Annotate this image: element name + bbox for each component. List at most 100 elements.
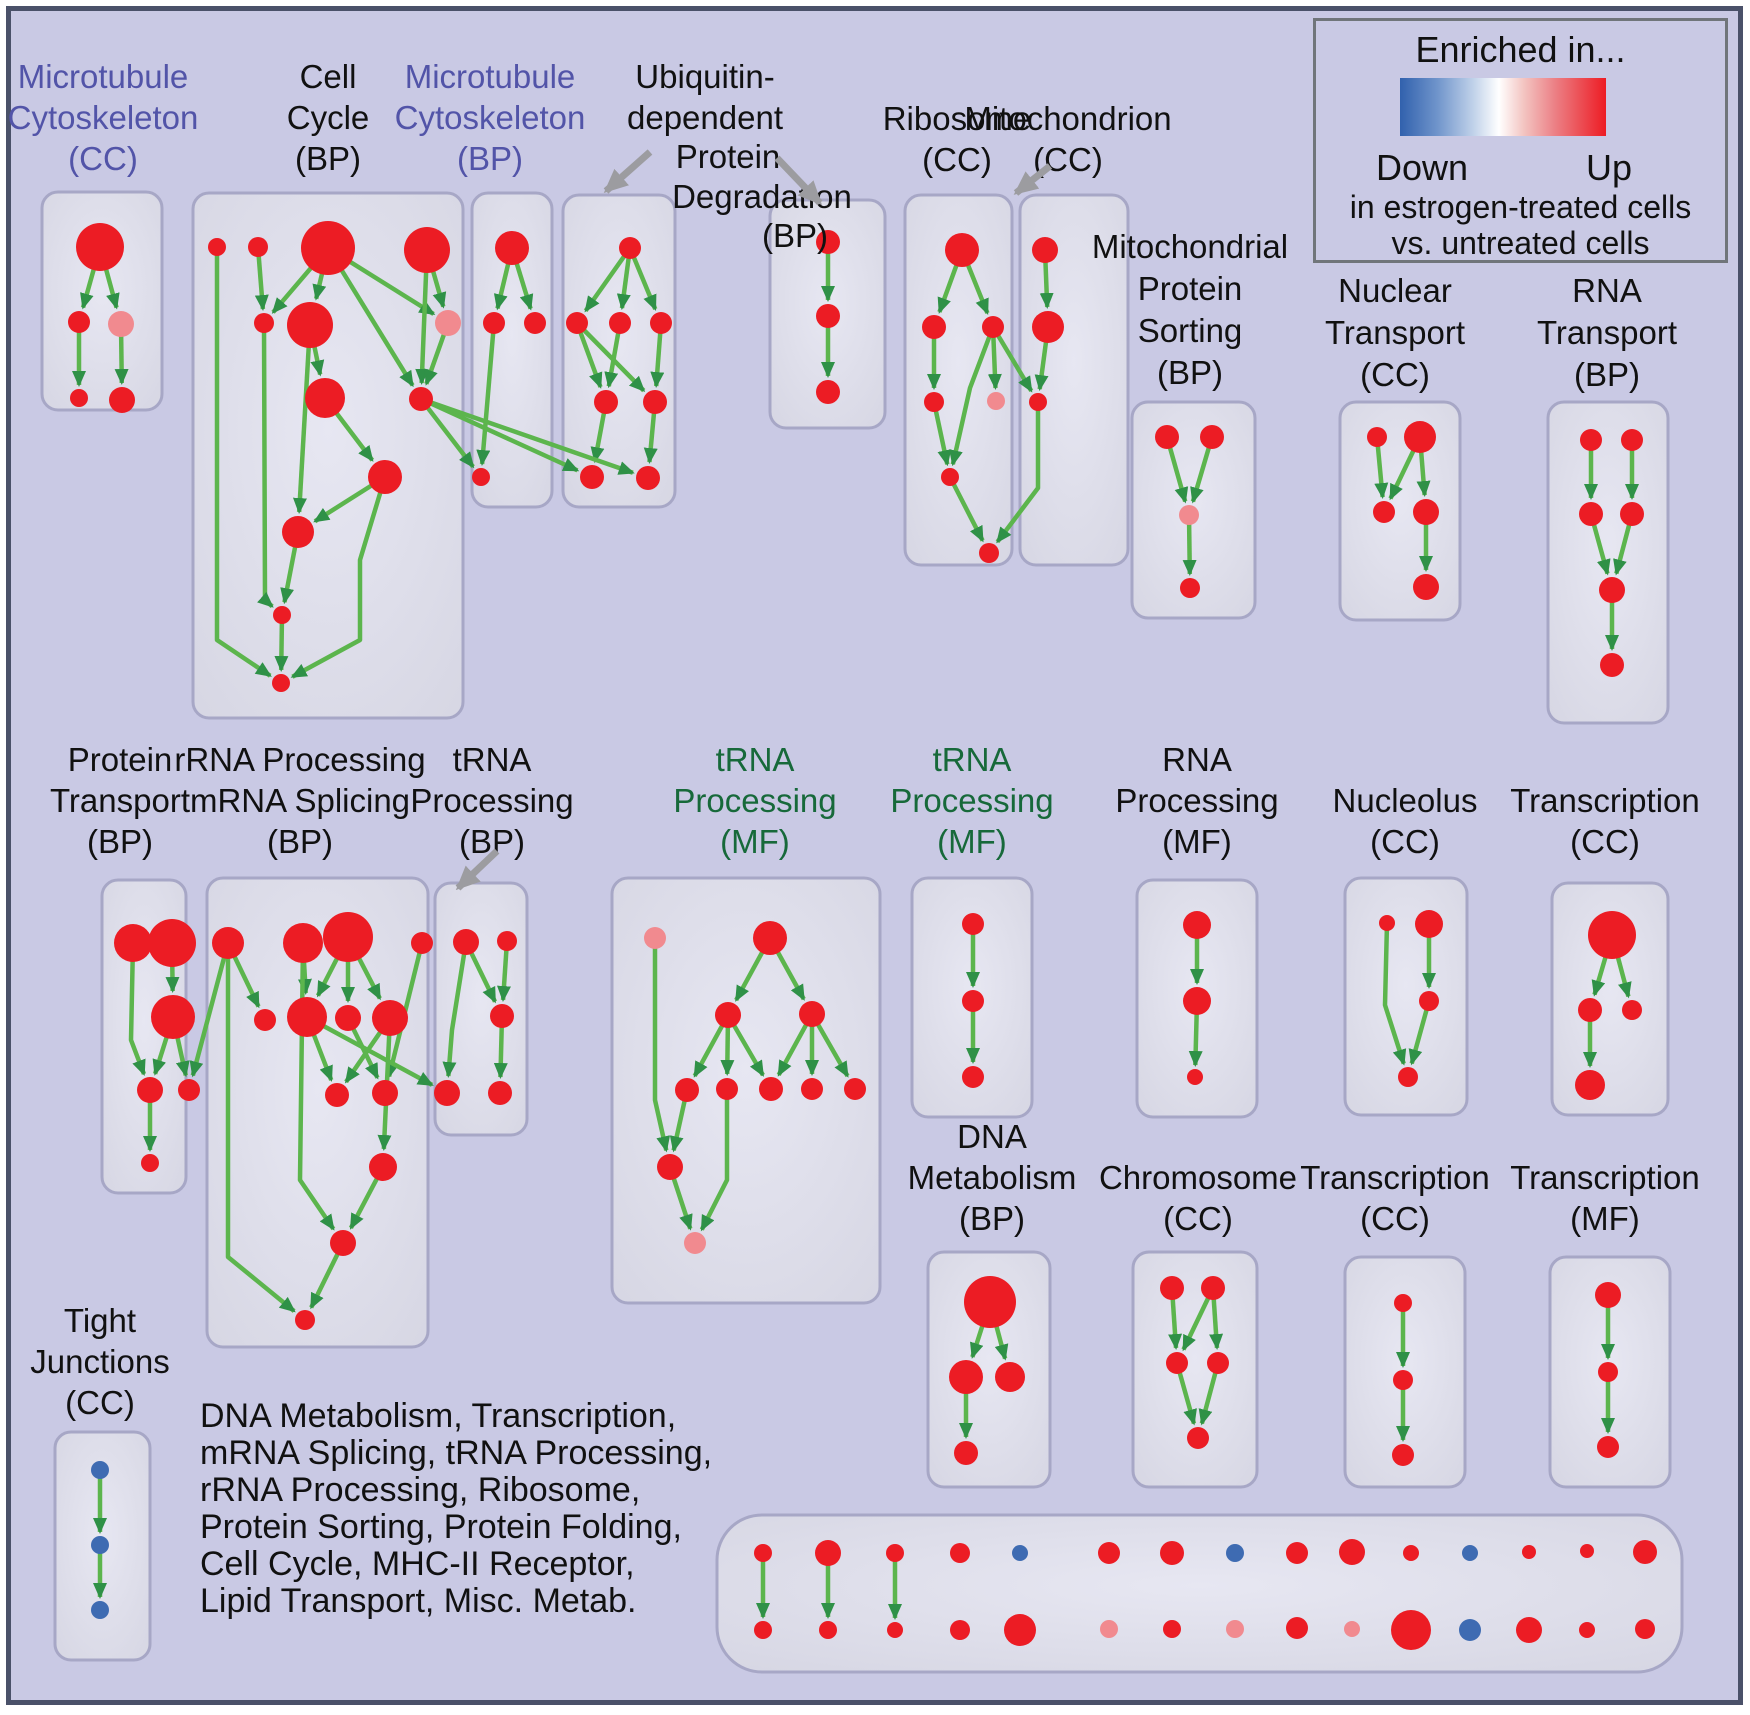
cluster-label-nucleolus: Nucleolus [1333, 782, 1478, 819]
cluster-label-rna-processing-mf: (MF) [1162, 823, 1232, 860]
edge [627, 247, 658, 311]
node [1032, 311, 1064, 343]
node [580, 465, 604, 489]
node [1367, 427, 1387, 447]
node [1635, 1619, 1655, 1639]
edge [274, 614, 289, 673]
node [887, 1622, 903, 1638]
edge [1374, 436, 1389, 500]
cluster-box-microtubule-cc [40, 190, 164, 412]
node [1032, 237, 1058, 263]
node [1588, 911, 1636, 959]
edge [189, 942, 231, 1078]
node [1339, 1539, 1365, 1565]
node [287, 997, 327, 1037]
node [954, 1441, 978, 1465]
node [995, 1362, 1025, 1392]
node [524, 312, 546, 334]
cluster-label-tight-junctions: Tight [64, 1302, 136, 1339]
node [472, 468, 490, 486]
edge [574, 322, 603, 389]
node [815, 1540, 841, 1566]
edge [292, 324, 313, 515]
node [1575, 1070, 1605, 1100]
node [76, 223, 124, 271]
cluster-label-microtubule-cc: Microtubule [18, 58, 189, 95]
edge [947, 475, 985, 543]
node [1398, 1067, 1418, 1087]
cluster-label-nuclear-transport: Transport [1325, 314, 1465, 351]
edge [214, 247, 272, 678]
node [1098, 1542, 1120, 1564]
node [409, 387, 433, 411]
node [886, 1544, 904, 1562]
node [753, 921, 787, 955]
node [305, 378, 345, 418]
edge [652, 938, 671, 1153]
cluster-label-tight-junctions: (CC) [65, 1384, 135, 1421]
cluster-label-trna-mf-small: Processing [890, 782, 1053, 819]
cluster-label-rna-transport: Transport [1537, 314, 1677, 351]
node [323, 912, 373, 962]
misc-line: Cell Cycle, MHC-II Receptor, [200, 1545, 635, 1583]
cluster-label-ubiquitin-a: Degradation [672, 178, 852, 215]
node [108, 311, 134, 337]
node [1621, 429, 1643, 451]
cluster-label-trna-bp: tRNA [453, 741, 532, 778]
misc-line: DNA Metabolism, Transcription, [200, 1397, 677, 1435]
node [1394, 1294, 1412, 1312]
node [1029, 393, 1047, 411]
cluster-box-ribosome [903, 193, 1014, 567]
node [941, 468, 959, 486]
cluster-label-protein-transport: Transport [50, 782, 190, 819]
node [68, 311, 90, 333]
misc-cluster-annotation: DNA Metabolism, Transcription, mRNA Spli… [200, 1398, 712, 1620]
node [754, 1544, 772, 1562]
cluster-label-rna-transport: RNA [1572, 272, 1642, 309]
node [435, 310, 461, 336]
node [801, 1078, 823, 1100]
cluster-label-ribosome: Ribosome [883, 100, 1032, 137]
node [254, 313, 274, 333]
edge [949, 326, 996, 467]
node [675, 1078, 699, 1102]
cluster-label-trna-mf-small: (MF) [937, 823, 1007, 860]
node [1392, 1444, 1414, 1466]
node [1459, 1619, 1481, 1641]
node [1633, 1540, 1657, 1564]
cluster-label-cell-cycle: Cell [300, 58, 357, 95]
edge [420, 396, 580, 473]
node [1183, 911, 1211, 939]
node [566, 312, 588, 334]
node [1200, 425, 1224, 449]
node [325, 1083, 349, 1107]
node [1415, 910, 1443, 938]
node [434, 1080, 460, 1106]
node [594, 390, 618, 414]
node [1419, 991, 1439, 1011]
cluster-label-microtubule-cc: Cytoskeleton [8, 99, 199, 136]
node [716, 1078, 738, 1100]
node [964, 1276, 1016, 1328]
node [1522, 1545, 1536, 1559]
node [1580, 429, 1602, 451]
pointer-arrows [455, 149, 1053, 891]
node [91, 1461, 109, 1479]
node [272, 674, 290, 692]
cluster-label-transcription-cc-1: (CC) [1570, 823, 1640, 860]
node [1579, 1622, 1595, 1638]
node [1413, 499, 1439, 525]
edge [442, 941, 469, 1079]
node [619, 237, 641, 259]
edge [128, 942, 147, 1076]
node [962, 1066, 984, 1088]
edge [699, 1089, 730, 1232]
node [1166, 1352, 1188, 1374]
edge [419, 397, 475, 469]
cluster-box-microtubule-bp [470, 191, 554, 509]
node [1226, 1544, 1244, 1562]
cluster-label-rna-processing-mf: Processing [1115, 782, 1278, 819]
node [212, 927, 244, 959]
cluster-label-mito-sorting: (BP) [1157, 354, 1223, 391]
node [1373, 501, 1395, 523]
